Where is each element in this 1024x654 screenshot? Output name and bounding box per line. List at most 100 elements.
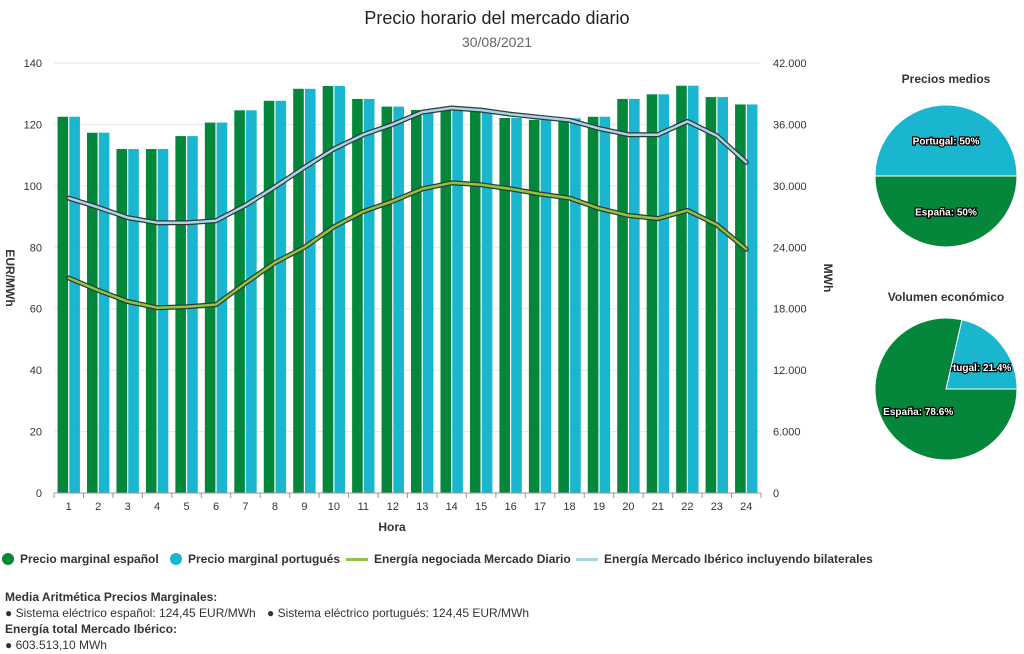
- portugal-dot-icon: [170, 553, 182, 565]
- bar-spain: [617, 98, 628, 493]
- bar-portugal: [393, 106, 404, 493]
- bar-spain: [204, 122, 216, 493]
- y2-tick-label: 36.000: [773, 119, 807, 131]
- bar-spain: [735, 104, 746, 493]
- pie-label: España: 50%: [915, 208, 977, 219]
- avg-portugal: ● Sistema eléctrico portugués: 124,45 EU…: [267, 606, 530, 620]
- bar-portugal: [511, 117, 522, 493]
- y2-tick-label: 42.000: [773, 58, 807, 70]
- x-tick-label: 2: [95, 501, 101, 513]
- bar-portugal: [334, 86, 346, 494]
- energy-title: Energía total Mercado Ibérico:: [5, 622, 178, 636]
- y-tick-label: 120: [24, 119, 42, 131]
- legend-item-portugal[interactable]: Precio marginal portugués: [170, 552, 340, 566]
- y2-tick-label: 0: [773, 488, 779, 500]
- x-tick-label: 14: [446, 501, 458, 513]
- bar-portugal: [246, 110, 257, 494]
- spain-dot-icon: [2, 553, 14, 565]
- y-tick-label: 40: [30, 365, 42, 377]
- x-tick-label: 19: [593, 501, 605, 513]
- x-tick-label: 6: [213, 501, 219, 513]
- x-tick-label: 7: [242, 501, 248, 513]
- bar-spain: [145, 149, 157, 493]
- bar-spain: [440, 109, 452, 494]
- axes: 0 0 20 6.000 40 12.000 60 18.000 80 24.000 100 30.0…: [24, 58, 807, 513]
- bar-spain: [499, 117, 511, 493]
- bar-portugal: [570, 118, 581, 494]
- bar-spain: [263, 100, 275, 494]
- x-tick-label: 9: [301, 501, 307, 513]
- bar-spain: [352, 98, 363, 493]
- bar-spain: [86, 132, 98, 493]
- line-energy-daily-outline: [66, 180, 749, 311]
- line-energy-bilateral-outline: [66, 105, 749, 226]
- pie-title: Precios medios: [902, 72, 991, 86]
- y2-tick-label: 18.000: [773, 304, 807, 316]
- bar-portugal: [304, 88, 316, 494]
- x-tick-label: 20: [622, 501, 634, 513]
- bar-spain: [57, 116, 69, 493]
- x-tick-label: 12: [387, 501, 399, 513]
- pie-slice-spain: [874, 317, 1018, 461]
- x-tick-label: 18: [563, 501, 575, 513]
- y2-tick-label: 12.000: [773, 365, 807, 377]
- bar-portugal: [69, 116, 80, 493]
- chart-subtitle: 30/08/2021: [462, 34, 532, 50]
- bar-spain: [705, 97, 717, 493]
- y2-tick-label: 24.000: [773, 242, 807, 254]
- bar-portugal: [98, 132, 110, 493]
- pie-label: España: 78.6%: [883, 407, 953, 418]
- pie-charts: Precios medios Portugal: 50% España: 50% Vo…: [874, 72, 1018, 461]
- bar-portugal: [216, 122, 228, 493]
- line-series: [66, 105, 749, 311]
- y-tick-label: 20: [30, 427, 42, 439]
- x-tick-label: 8: [272, 501, 278, 513]
- legend-label-spain: Precio marginal español: [20, 552, 159, 566]
- x-tick-label: 16: [504, 501, 516, 513]
- line-energy-daily: [67, 181, 748, 309]
- bar-portugal: [363, 98, 375, 493]
- x-tick-label: 1: [66, 501, 72, 513]
- energy-daily-line-icon: [346, 557, 368, 561]
- y2-tick-label: 6.000: [773, 427, 801, 439]
- legend-label-portugal: Precio marginal portugués: [188, 552, 341, 566]
- price-chart: Precio horario del mercado diario 30/08/…: [3, 8, 1018, 534]
- y-tick-label: 80: [30, 242, 42, 254]
- x-tick-label: 4: [154, 501, 160, 513]
- avg-spain: ● Sistema eléctrico español: 124,45 EUR/…: [5, 606, 256, 620]
- bar-series: [57, 85, 758, 494]
- y2-axis-title: MWh: [821, 264, 835, 293]
- bar-spain: [322, 86, 334, 494]
- bar-portugal: [187, 136, 198, 493]
- bar-spain: [528, 119, 540, 494]
- x-tick-label: 3: [125, 501, 131, 513]
- energy-bilateral-line-icon: [576, 557, 598, 561]
- bar-spain: [469, 109, 481, 493]
- x-tick-label: 13: [416, 501, 428, 513]
- pie-title: Volumen económico: [888, 290, 1004, 304]
- x-tick-label: 24: [740, 501, 752, 513]
- legend-item-energy-daily[interactable]: Energía negociada Mercado Diario: [346, 552, 571, 566]
- y-tick-label: 60: [30, 304, 42, 316]
- bar-spain: [116, 149, 128, 493]
- bar-spain: [676, 85, 687, 493]
- energy-total: ● 603.513,10 MWh: [5, 638, 107, 652]
- y-tick-label: 100: [24, 181, 42, 193]
- avg-title: Media Aritmética Precios Marginales:: [5, 590, 218, 604]
- x-tick-label: 23: [711, 501, 723, 513]
- bar-portugal: [481, 109, 493, 493]
- bar-portugal: [422, 109, 434, 493]
- pie-slice-spain: [874, 175, 1018, 248]
- bar-portugal: [275, 100, 287, 494]
- legend-item-spain[interactable]: Precio marginal español: [2, 552, 159, 566]
- x-tick-label: 15: [475, 501, 487, 513]
- bar-spain: [558, 118, 569, 494]
- chart-title: Precio horario del mercado diario: [364, 8, 629, 28]
- bar-portugal: [629, 98, 640, 493]
- legend-item-energy-bilateral[interactable]: Energía Mercado Ibérico incluyendo bilat…: [576, 552, 873, 566]
- pie-label: Portugal: 50%: [913, 137, 980, 148]
- bar-spain: [646, 94, 658, 493]
- bar-portugal: [599, 116, 611, 493]
- bar-portugal: [452, 109, 463, 494]
- y-tick-label: 0: [36, 488, 42, 500]
